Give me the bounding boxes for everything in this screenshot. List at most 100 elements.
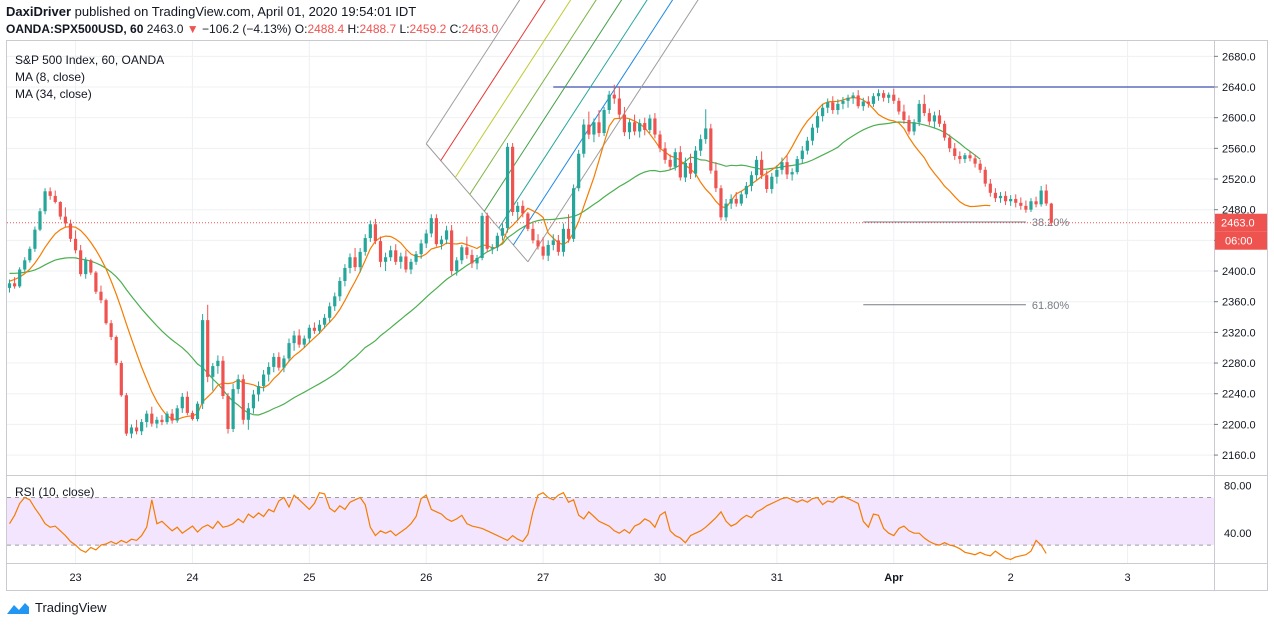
candle-body <box>521 205 525 214</box>
pitchfork-fan-line <box>483 0 623 212</box>
candle-body <box>262 374 266 387</box>
candle-body <box>785 162 789 175</box>
ma34-line <box>9 121 981 416</box>
candle-body <box>444 230 449 240</box>
candle-body <box>775 169 779 177</box>
countdown-label: 06:00 <box>1225 236 1253 248</box>
candle-body <box>434 218 438 245</box>
candle-body <box>861 101 865 107</box>
candle-body <box>998 195 1003 199</box>
tradingview-logo-icon <box>7 602 29 614</box>
price-tick-label: 2680.0 <box>1222 51 1256 63</box>
price-tick-label: 2280.0 <box>1222 358 1256 370</box>
candle-body <box>673 152 677 167</box>
candle-body <box>307 327 311 339</box>
candle-body <box>688 162 693 174</box>
candle-body <box>627 122 632 133</box>
candle-body <box>353 257 357 268</box>
publish-line: DaxiDriver published on TradingView.com,… <box>6 4 416 19</box>
candle-body <box>58 202 62 217</box>
time-tick-label: 30 <box>654 572 666 584</box>
candle-body <box>622 114 627 133</box>
close-value: 2463.0 <box>461 22 499 36</box>
time-tick-label: 27 <box>537 572 549 584</box>
candle-body <box>821 107 825 117</box>
candle-body <box>475 258 479 264</box>
author-name[interactable]: DaxiDriver <box>6 4 72 19</box>
countdown-badge <box>1215 231 1267 250</box>
candle-body <box>18 269 22 287</box>
candle-body <box>302 338 306 345</box>
candle-body <box>419 243 423 255</box>
down-arrow-icon: ▼ <box>186 22 199 36</box>
candle-body <box>109 323 113 337</box>
candle-body <box>927 113 931 122</box>
candle-body <box>439 239 444 245</box>
candle-body <box>526 213 530 229</box>
candle-body <box>907 119 911 132</box>
candle-body <box>729 198 733 204</box>
legend-title: S&P 500 Index, 60, OANDA <box>15 53 165 67</box>
candle-body <box>973 158 977 164</box>
candle-body <box>765 175 769 189</box>
rsi-line <box>8 491 1047 561</box>
candle-body <box>68 223 73 239</box>
candle-body <box>1009 198 1013 202</box>
candle-body <box>1019 202 1023 206</box>
candle-body <box>572 188 576 239</box>
candle-body <box>267 366 271 375</box>
candle-body <box>7 283 12 288</box>
tradingview-footer[interactable]: TradingView <box>6 600 107 615</box>
pitchfork-fan-line <box>454 0 572 178</box>
candle-body <box>617 98 621 115</box>
candle-body <box>734 198 738 204</box>
time-tick-label: 23 <box>69 572 81 584</box>
candle-body <box>831 102 835 111</box>
legend-ma8[interactable]: MA (8, close) <box>15 70 86 84</box>
time-tick-label: Apr <box>884 572 904 584</box>
price-tick-label: 2640.0 <box>1222 82 1256 94</box>
legend-rsi[interactable]: RSI (10, close) <box>15 485 95 499</box>
candle-body <box>648 118 652 130</box>
candle-body <box>500 228 505 236</box>
candle-body <box>180 396 184 409</box>
candle-body <box>724 203 728 218</box>
candle-body <box>292 335 296 344</box>
legend-ma34[interactable]: MA (34, close) <box>15 87 92 101</box>
candle-body <box>343 267 347 282</box>
candle-body <box>607 94 611 111</box>
candle-body <box>287 343 291 359</box>
time-tick-label: 2 <box>1008 572 1014 584</box>
candle-body <box>277 356 281 368</box>
candle-body <box>201 320 205 404</box>
candle-body <box>958 156 962 160</box>
open-label: O: <box>294 22 308 36</box>
price-tick-label: 2400.0 <box>1222 266 1256 278</box>
candle-body <box>511 146 515 212</box>
candle-body <box>582 124 586 154</box>
candle-body <box>887 94 891 98</box>
symbol-label: OANDA:SPX500USD, 60 <box>6 22 144 36</box>
chart-frame[interactable] <box>6 40 1268 591</box>
ohlc-line: OANDA:SPX500USD, 60 2463.0 ▼ −106.2 (−4.… <box>6 22 498 36</box>
price-tick-label: 2560.0 <box>1222 143 1256 155</box>
candle-body <box>810 127 815 141</box>
candle-body <box>211 366 215 377</box>
candle-body <box>455 260 459 272</box>
candle-body <box>1029 201 1033 210</box>
candle-body <box>587 124 591 135</box>
low-value: 2459.2 <box>409 22 447 36</box>
candle-body <box>236 379 240 390</box>
time-tick-label: 3 <box>1124 572 1130 584</box>
candle-body <box>297 335 301 345</box>
candle-body <box>246 408 250 420</box>
candle-body <box>653 118 657 135</box>
candle-body <box>882 93 886 98</box>
price-tick-label: 2360.0 <box>1222 297 1256 309</box>
candle-body <box>165 413 169 423</box>
candle-body <box>480 215 484 258</box>
candle-body <box>312 327 317 331</box>
candle-body <box>917 103 921 123</box>
candle-body <box>404 256 408 270</box>
